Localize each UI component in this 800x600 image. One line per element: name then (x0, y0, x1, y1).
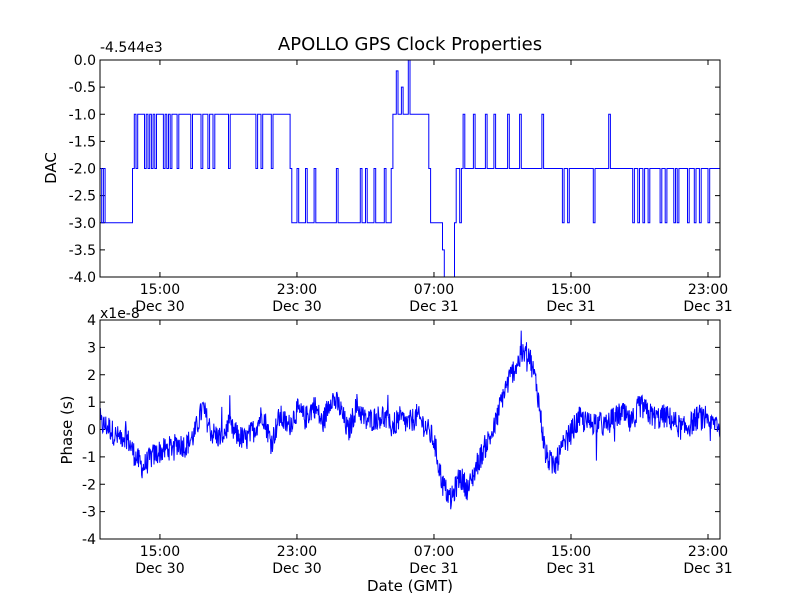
dac-xtick-time-label: 15:00 (551, 282, 591, 298)
phase-xtick-time-label: 07:00 (414, 544, 454, 560)
dac-ticks: 0.0 -0.5 -1.0 -1.5 -2.0 -2.5 -3.0 -3.5 -4.0 15:00… (69, 53, 733, 315)
phase-ytick-label: 0 (87, 423, 96, 439)
dac-ytick-label: -4.0 (69, 270, 96, 286)
phase-ytick-label: -2 (82, 477, 96, 493)
dac-y-axis-label: DAC (42, 152, 60, 184)
dac-xtick-date-label: Dec 31 (683, 299, 732, 315)
phase-offset-label: x1e-8 (100, 306, 140, 322)
phase-ytick-label: 2 (87, 368, 96, 384)
dac-ytick-label: -1.5 (69, 134, 96, 150)
phase-xtick-time-label: 15:00 (140, 544, 180, 560)
dac-xtick-time-label: 23:00 (277, 282, 317, 298)
dac-xtick-date-label: Dec 31 (546, 299, 595, 315)
dac-ytick-label: 0.0 (74, 53, 96, 69)
phase-x-axis-label: Date (GMT) (367, 577, 453, 595)
phase-xtick-date-label: Dec 31 (683, 561, 732, 577)
phase-xtick-date-label: Dec 30 (135, 561, 184, 577)
phase-ytick-label: 3 (87, 340, 96, 356)
phase-xtick-date-label: Dec 30 (272, 561, 321, 577)
dac-xtick-date-label: Dec 30 (272, 299, 321, 315)
dac-ytick-label: -0.5 (69, 80, 96, 96)
phase-plot-frame (99, 319, 721, 540)
dac-ytick-label: -2.0 (69, 162, 96, 178)
dac-ytick-label: -2.5 (69, 189, 96, 205)
phase-ytick-label: 1 (87, 395, 96, 411)
phase-y-axis-label: Phase (s) (58, 395, 76, 464)
phase-xtick-time-label: 23:00 (688, 544, 728, 560)
phase-plot-area (100, 320, 720, 539)
dac-xtick-time-label: 15:00 (140, 282, 180, 298)
phase-series-line (99, 330, 721, 510)
dac-xtick-date-label: Dec 30 (135, 299, 184, 315)
phase-ytick-label: -1 (82, 450, 96, 466)
dac-xtick-time-label: 07:00 (414, 282, 454, 298)
phase-xtick-date-label: Dec 31 (546, 561, 595, 577)
dac-ytick-label: -1.0 (69, 107, 96, 123)
dac-plot-frame (99, 59, 721, 278)
dac-series-line (100, 59, 721, 278)
dac-offset-label: -4.544e3 (100, 40, 163, 56)
phase-ytick-label: -4 (82, 532, 96, 548)
dac-ytick-label: -3.0 (69, 216, 96, 232)
phase-xtick-time-label: 15:00 (551, 544, 591, 560)
figure-title: APOLLO GPS Clock Properties (278, 34, 542, 55)
phase-ytick-label: -3 (82, 505, 96, 521)
dac-plot: 0.0 -0.5 -1.0 -1.5 -2.0 -2.5 -3.0 -3.5 -4.0 15:00… (42, 40, 733, 315)
dac-xtick-date-label: Dec 31 (409, 299, 458, 315)
phase-xtick-time-label: 23:00 (277, 544, 317, 560)
phase-ytick-label: 4 (87, 313, 96, 329)
dac-ytick-label: -3.5 (69, 243, 96, 259)
phase-xtick-date-label: Dec 31 (409, 561, 458, 577)
dac-xtick-time-label: 23:00 (688, 282, 728, 298)
